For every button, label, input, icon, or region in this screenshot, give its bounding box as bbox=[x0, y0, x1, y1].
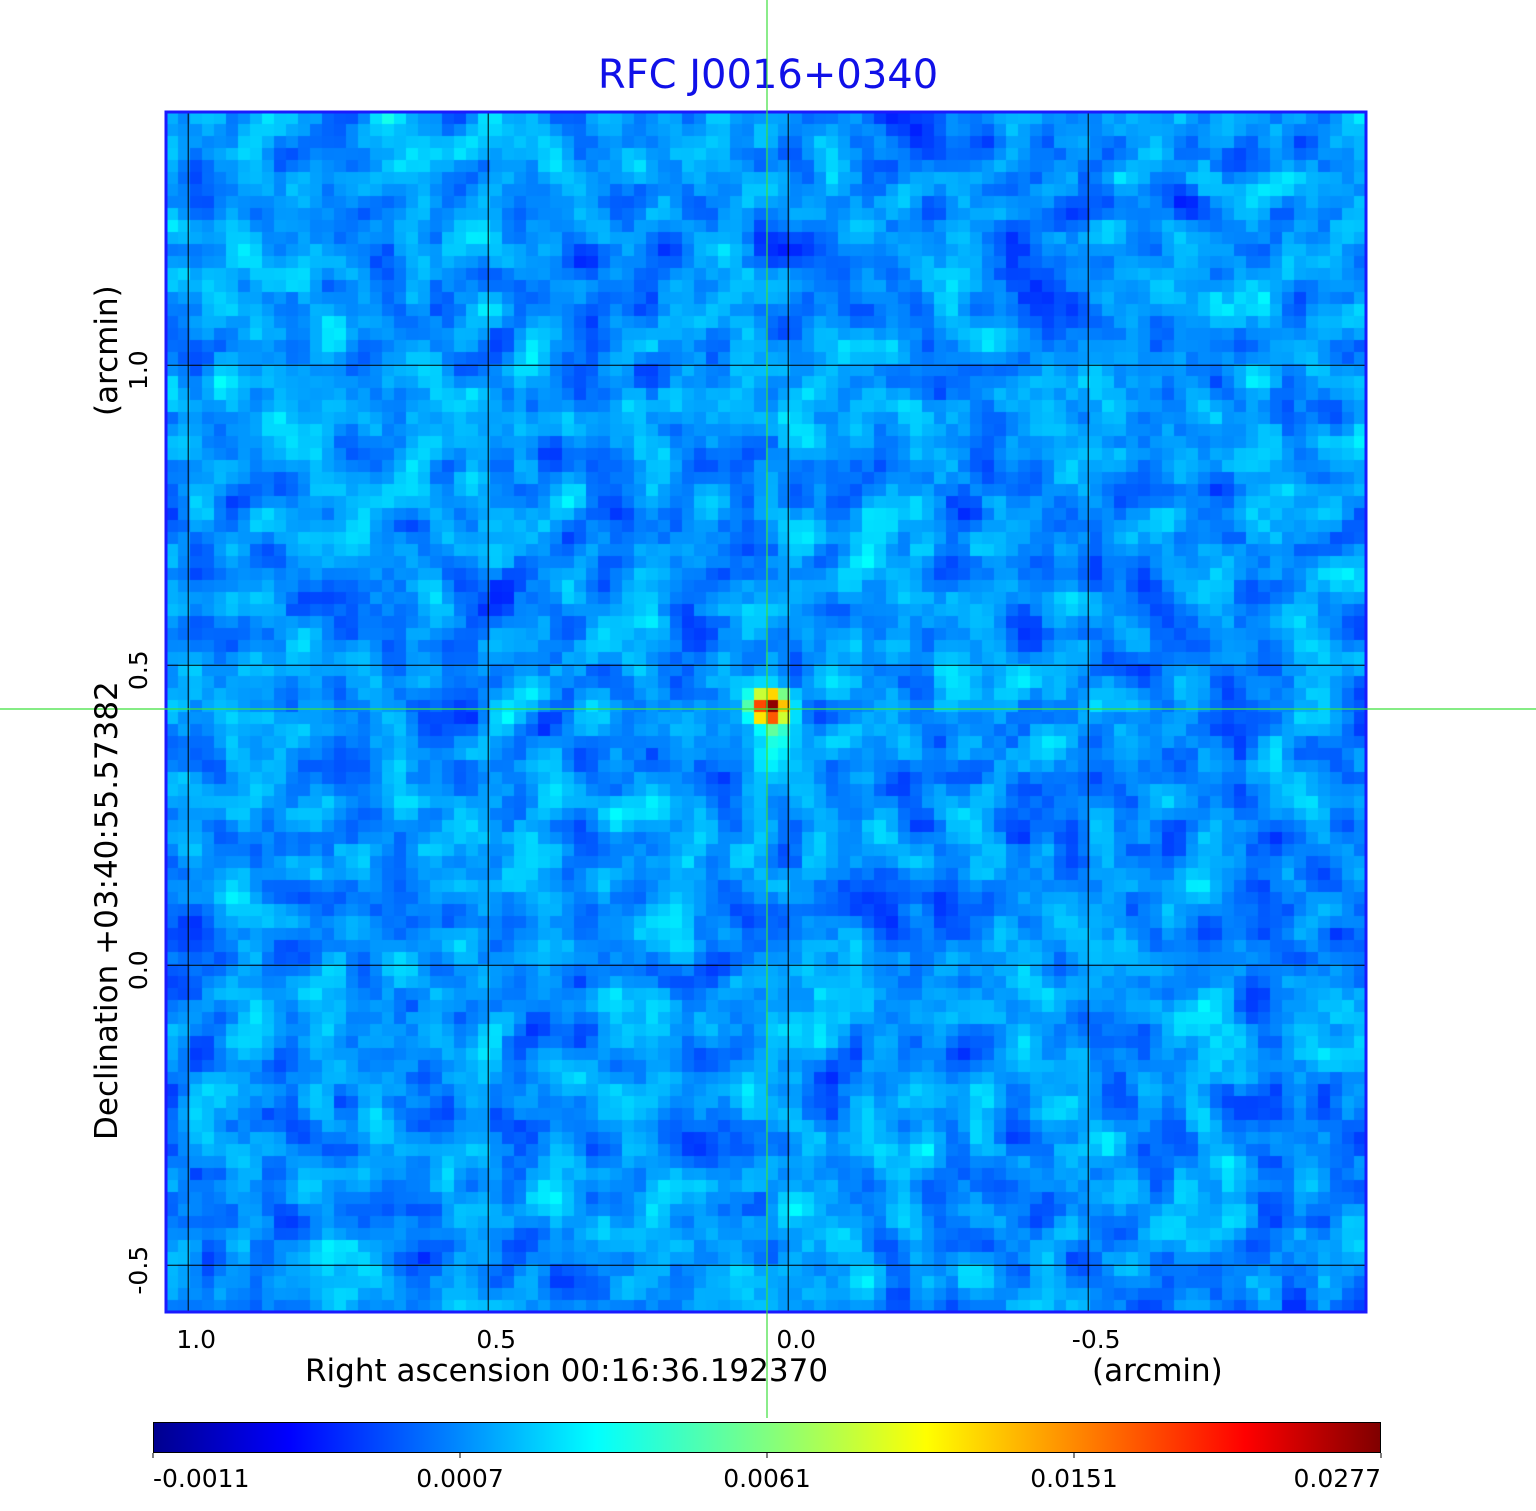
grid-lines bbox=[166, 112, 1366, 1312]
y-tick-label: -0.5 bbox=[124, 1246, 153, 1295]
x-tick-label: 1.0 bbox=[176, 1325, 216, 1354]
colorbar-tick-label: 0.0277 bbox=[1294, 1464, 1381, 1493]
y-tick-label: 0.5 bbox=[124, 650, 153, 690]
y-tick-label: 0.0 bbox=[124, 950, 153, 990]
colorbar bbox=[153, 1422, 1381, 1453]
colorbar-tick-label: 0.0061 bbox=[723, 1464, 810, 1493]
x-axis-unit: (arcmin) bbox=[1092, 1353, 1223, 1389]
colorbar-tick-label: 0.0151 bbox=[1030, 1464, 1117, 1493]
y-axis-label: Declination +03:40:55.57382 bbox=[89, 681, 125, 1140]
heatmap-image bbox=[166, 112, 1366, 1312]
chart-title: RFC J0016+0340 bbox=[597, 52, 939, 98]
x-tick-label: -0.5 bbox=[1072, 1325, 1121, 1354]
x-tick-label: 0.5 bbox=[476, 1325, 516, 1354]
x-axis-label: Right ascension 00:16:36.192370 bbox=[305, 1353, 828, 1389]
colorbar-tick-label: -0.0011 bbox=[153, 1464, 250, 1493]
plot-frame bbox=[164, 110, 1368, 1314]
y-axis-unit: (arcmin) bbox=[89, 285, 125, 416]
colorbar-tick-label: 0.0007 bbox=[416, 1464, 503, 1493]
y-tick-label: 1.0 bbox=[124, 350, 153, 390]
x-tick-label: 0.0 bbox=[776, 1325, 816, 1354]
